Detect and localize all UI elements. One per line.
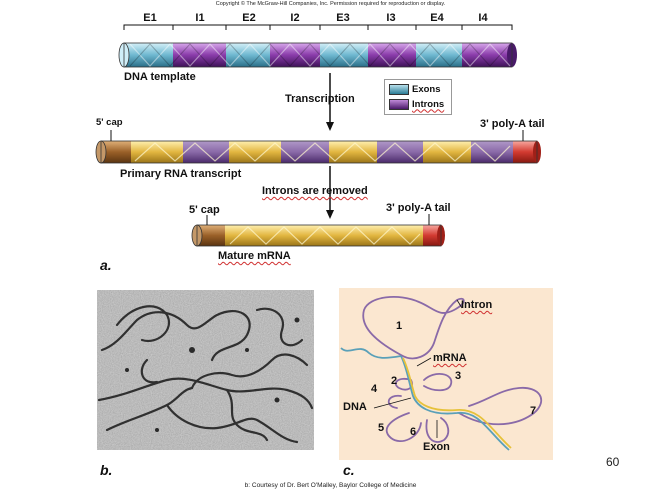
segment-label-i4: I4 <box>478 12 488 24</box>
legend-introns: Introns <box>389 98 444 110</box>
primary-cap-label: 5' cap <box>96 117 123 128</box>
segment-label-e3: E3 <box>336 12 350 24</box>
mature-tail-label: 3' poly-A tail <box>386 202 451 214</box>
segment-label-e4: E4 <box>430 12 444 24</box>
page-number: 60 <box>606 455 620 469</box>
dna-template-label: DNA template <box>124 71 196 83</box>
segment-label-i1: I1 <box>195 12 205 24</box>
loop-label-5: 5 <box>378 422 385 434</box>
segment-label-i3: I3 <box>386 12 396 24</box>
legend-exons: Exons <box>389 83 441 95</box>
panel-a-label: a. <box>100 257 112 273</box>
loop-label-3: 3 <box>455 370 462 382</box>
exon-swatch <box>389 83 409 95</box>
gene-expression-diagram <box>95 24 541 247</box>
introns-removed-label: Introns are removed <box>262 185 368 197</box>
loop-label-4: 4 <box>371 383 378 395</box>
electron-micrograph <box>97 290 314 450</box>
loop-label-1: 1 <box>396 320 403 332</box>
legend-exons-label: Exons <box>412 83 441 95</box>
loop-label-2: 2 <box>391 375 398 387</box>
legend-introns-label: Introns <box>412 98 445 110</box>
primary-transcript-label: Primary RNA transcript <box>120 168 242 180</box>
mature-cap-label: 5' cap <box>189 204 220 216</box>
mature-mrna-bar <box>191 224 445 247</box>
mature-mrna-label: Mature mRNA <box>218 250 291 262</box>
hybrid-sketch <box>340 296 543 451</box>
primary-rna-transcript-bar <box>95 140 541 164</box>
exon-label: Exon <box>423 441 450 453</box>
intron-label: Intron <box>461 299 493 311</box>
loop-label-6: 6 <box>410 426 417 438</box>
segment-label-e1: E1 <box>143 12 157 24</box>
transcription-label: Transcription <box>285 93 355 105</box>
micrograph-image <box>97 290 314 450</box>
panel-b-label: b. <box>100 462 113 478</box>
mrna-label: mRNA <box>433 352 467 364</box>
primary-tail-label: 3' poly-A tail <box>480 118 545 130</box>
panel-c-label: c. <box>343 462 355 478</box>
image-credit: b: Courtesy of Dr. Bert O'Malley, Baylor… <box>244 482 417 489</box>
dna-template-bar <box>118 42 517 68</box>
legend: Exons Introns <box>384 79 452 115</box>
dna-label: DNA <box>343 401 367 413</box>
segment-label-e2: E2 <box>242 12 256 24</box>
loop-label-7: 7 <box>530 405 537 417</box>
intron-swatch <box>389 98 409 110</box>
mature-mrna-text: Mature mRNA <box>218 250 291 262</box>
segment-label-i2: I2 <box>290 12 300 24</box>
hybrid-sketch-panel: Intron mRNA DNA Exon 1 2 3 4 5 6 7 <box>339 288 553 460</box>
copyright-notice: Copyright © The McGraw-Hill Companies, I… <box>215 1 446 7</box>
